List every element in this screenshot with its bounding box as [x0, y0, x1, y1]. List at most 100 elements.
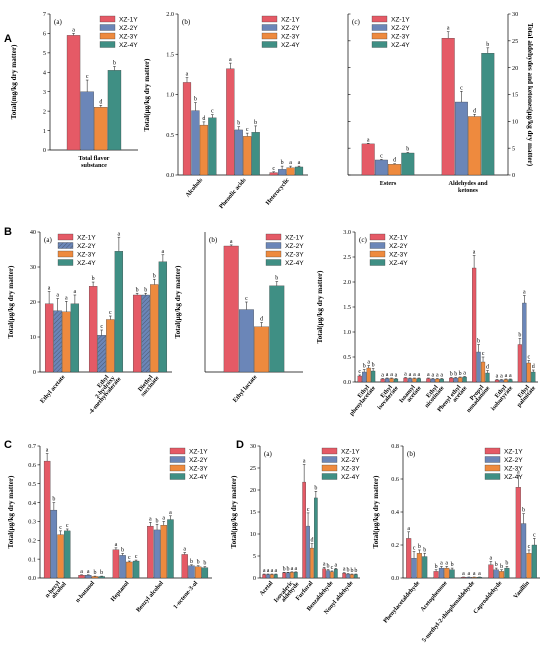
bar	[181, 554, 188, 579]
y-tick-label: 0.0	[166, 172, 174, 179]
y-tick-label: 20	[250, 487, 256, 494]
bar	[158, 261, 168, 373]
significance-letter: b	[435, 564, 438, 570]
legend-label: XZ-4Y	[504, 474, 523, 481]
bar	[314, 497, 318, 579]
significance-letter: a	[390, 372, 393, 378]
bar	[326, 570, 330, 579]
y-tick-label: 0.2	[28, 537, 36, 544]
legend-swatch	[369, 233, 386, 241]
category-label: n-butanol	[74, 580, 96, 604]
significance-letter: a	[275, 568, 278, 574]
significance-letter: a	[517, 470, 520, 476]
y-axis-label: Total(μg/kg dry matter)	[372, 475, 380, 548]
y-tick-label: 0.0	[28, 575, 36, 582]
legend-swatch	[99, 15, 116, 23]
bar	[401, 152, 415, 176]
bar	[380, 378, 385, 383]
bar	[389, 378, 394, 383]
significance-letter: c	[109, 310, 112, 316]
category-label: Esters	[380, 180, 397, 187]
significance-letter: a	[267, 568, 270, 574]
y-tick-label-right: 5	[512, 145, 515, 152]
y-tick-label: 2	[43, 108, 46, 115]
bar	[282, 572, 286, 579]
bar	[499, 379, 504, 383]
bar	[334, 569, 338, 579]
significance-letter: a	[323, 561, 326, 567]
significance-letter: b	[314, 485, 317, 491]
y-tick-label: 20	[30, 299, 36, 306]
legend-swatch	[321, 473, 338, 480]
significance-letter: c	[246, 127, 249, 133]
y-tick-label: 0.1	[28, 556, 36, 563]
significance-letter: b	[275, 276, 278, 282]
bar	[274, 574, 278, 579]
significance-letter: a	[478, 571, 481, 577]
category-label: Acetophenone	[419, 580, 449, 613]
category-label: 5-methyl-2-thiophenaldehyde	[421, 580, 476, 644]
y-tick-label: 0.6	[28, 462, 36, 469]
category-label: Ethyl acetate	[39, 374, 67, 405]
y-tick-label: 0.5	[28, 481, 36, 488]
significance-letter: a	[343, 567, 346, 573]
significance-letter: b	[93, 570, 96, 576]
significance-letter: b	[423, 547, 426, 553]
legend-swatch	[99, 41, 116, 48]
significance-letter: c	[307, 507, 310, 513]
legend-swatch	[261, 15, 278, 23]
y-tick-label: 5	[253, 553, 256, 560]
legend-swatch	[169, 447, 186, 455]
legend-swatch	[265, 250, 282, 258]
significance-letter: a	[440, 373, 443, 379]
significance-letter: b	[100, 570, 103, 576]
significance-letter: d	[202, 116, 205, 122]
y-tick-label: 2.0	[166, 11, 174, 18]
bar	[112, 549, 120, 579]
significance-letter: c	[460, 85, 463, 91]
significance-letter: d	[260, 316, 263, 322]
bar	[374, 159, 388, 176]
bar	[160, 525, 167, 579]
significance-letter: a	[418, 372, 421, 378]
legend-swatch	[169, 473, 186, 480]
legend-label: XZ-1Y	[189, 449, 208, 456]
significance-letter: a	[72, 27, 75, 33]
section-label-d: D	[236, 439, 244, 451]
legend-swatch	[169, 464, 186, 472]
y-axis-label: Total(mg/kg dry matter)	[10, 44, 18, 119]
legend-label: XZ-1Y	[119, 17, 138, 24]
significance-letter: b	[495, 562, 498, 568]
panel-label: (c)	[359, 236, 367, 244]
bar	[357, 375, 362, 383]
bar	[485, 372, 490, 383]
y-tick-label: 0.0	[343, 379, 351, 386]
significance-letter: c	[358, 369, 361, 375]
y-tick-label: 10	[250, 531, 256, 538]
significance-letter: b	[287, 566, 290, 572]
legend-label: XZ-3Y	[281, 34, 300, 41]
legend-label: XZ-4Y	[119, 42, 138, 49]
legend-swatch	[57, 250, 74, 258]
significance-letter: c	[100, 324, 103, 330]
legend-label: XZ-4Y	[285, 260, 304, 267]
bar	[306, 525, 310, 579]
legend-swatch	[369, 250, 386, 258]
legend-swatch	[371, 32, 388, 40]
significance-letter: b	[406, 146, 409, 152]
significance-letter: c	[128, 555, 131, 561]
legend-swatch	[321, 456, 338, 463]
bar	[106, 319, 115, 373]
bar	[407, 378, 413, 383]
chart-d-b: 0.0 0.2 0.4 0.6 0.8 Total(μg/kg dry matter) (b…	[372, 443, 540, 644]
bar	[167, 519, 174, 579]
bar	[499, 571, 505, 579]
bar	[226, 68, 235, 176]
legend-swatch	[369, 242, 386, 249]
significance-letter: a	[386, 372, 389, 378]
y-tick-label: 0.3	[28, 519, 36, 526]
significance-letter: a	[149, 516, 152, 522]
